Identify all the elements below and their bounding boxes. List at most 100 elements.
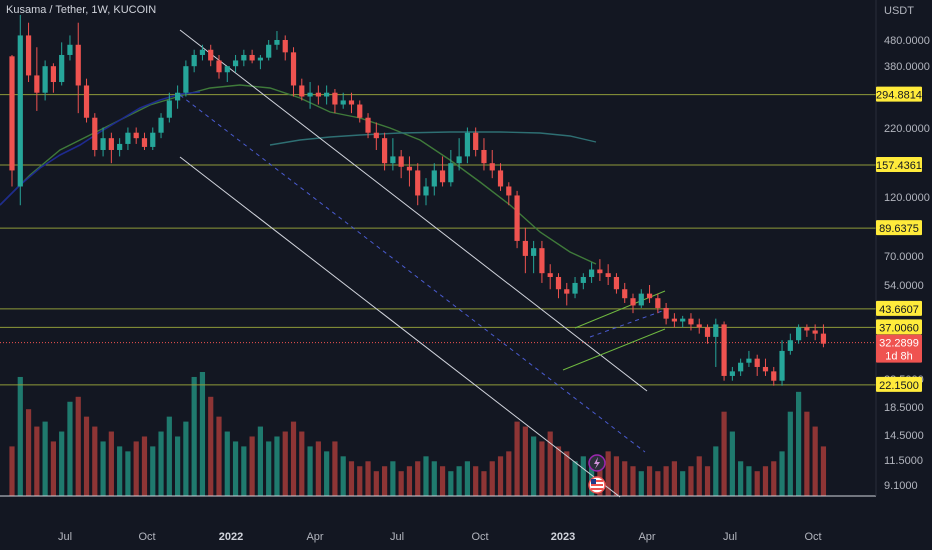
candle-body	[382, 138, 388, 164]
candle-body	[307, 92, 313, 97]
volume-bar	[390, 461, 396, 496]
volume-bar	[721, 411, 727, 496]
volume-bar	[481, 471, 487, 496]
candle-body	[779, 350, 785, 381]
candle-body	[696, 324, 702, 328]
candle-body	[439, 170, 446, 183]
volume-bar	[539, 441, 545, 496]
candle-body	[216, 60, 222, 73]
volume-bar	[324, 451, 330, 496]
candle-body	[713, 324, 719, 337]
volume-bar	[299, 431, 305, 496]
candle-body	[199, 49, 206, 55]
volume-bar	[564, 451, 570, 496]
price-tick-label: 18.5000	[884, 402, 924, 414]
volume-bar	[290, 421, 297, 496]
channel-lower	[179, 156, 621, 498]
candle-body	[141, 138, 148, 147]
candle-body	[820, 333, 827, 344]
candle-body	[787, 340, 793, 351]
volume-bar	[613, 456, 620, 496]
candle-body	[746, 358, 752, 363]
level-price-label: 294.8814	[876, 90, 922, 102]
volume-bar	[804, 411, 810, 496]
volume-bar	[166, 416, 172, 496]
volume-bar	[92, 426, 98, 496]
volume-bar	[655, 471, 661, 496]
candle-body	[423, 186, 429, 196]
candle-body	[158, 117, 164, 133]
time-tick-label: Apr	[638, 531, 655, 543]
volume-bar	[439, 466, 446, 496]
volume-bar	[249, 436, 255, 496]
candle-body	[50, 66, 56, 83]
candle-body	[489, 163, 495, 171]
candle-body	[580, 276, 586, 283]
time-tick-label: Apr	[306, 531, 323, 543]
volume-bar	[448, 471, 454, 496]
candle-body	[564, 289, 570, 294]
candle-body	[646, 293, 653, 299]
volume-bar	[638, 471, 644, 496]
volume-bar	[820, 446, 827, 496]
time-tick-label: 2023	[551, 531, 575, 543]
volume-bar	[59, 431, 65, 496]
candle-body	[232, 60, 239, 67]
level-price-badge	[876, 157, 922, 173]
candle-body	[282, 40, 288, 53]
volume-bar	[431, 461, 437, 496]
candle-body	[208, 49, 214, 61]
candle-body	[456, 156, 462, 164]
ma-teal-line	[269, 131, 597, 146]
candle-body	[812, 330, 818, 334]
volume-bar	[216, 416, 222, 496]
candle-body	[92, 117, 98, 150]
candle-body	[42, 66, 48, 93]
wedge-mid-dashed	[589, 309, 666, 338]
volume-bar	[373, 471, 379, 496]
current-price-badge	[876, 334, 922, 363]
candle-body	[100, 138, 106, 150]
volume-bar	[183, 421, 189, 496]
candle-body	[67, 44, 73, 55]
candle-body	[365, 117, 371, 133]
volume-bar	[787, 411, 793, 496]
price-axis[interactable]: USDT 480.0000 380.0000 220.0000 120.0000 70.0…	[876, 5, 930, 492]
volume-bar	[729, 431, 735, 496]
volume-bar	[572, 461, 578, 496]
candle-body	[572, 282, 578, 294]
price-tick-label: 380.0000	[884, 61, 930, 73]
price-tick-label: 70.0000	[884, 251, 924, 263]
volume-bar	[224, 431, 230, 496]
volume-bar	[307, 446, 313, 496]
time-axis[interactable]: Jul Oct 2022 Apr Jul Oct 2023 Apr Jul Oct	[58, 531, 822, 543]
volume-bar	[779, 451, 785, 496]
flag-stripe	[591, 480, 603, 482]
volume-bar	[646, 466, 653, 496]
volume-bar	[315, 441, 321, 496]
level-price-label: 43.6607	[879, 304, 919, 316]
volume-bar	[365, 461, 371, 496]
price-tick-label: 11.5000	[884, 455, 923, 467]
candle-body	[274, 40, 280, 45]
candle-body	[605, 273, 611, 277]
candle-body	[630, 298, 636, 306]
volume-bars	[9, 372, 827, 496]
candle-body	[663, 307, 669, 319]
time-tick-label: Jul	[390, 531, 404, 543]
channel-upper	[179, 29, 648, 392]
candle-body	[299, 85, 305, 97]
volume-bar	[42, 421, 48, 496]
volume-bar	[762, 466, 769, 496]
candle-body	[332, 92, 338, 105]
time-tick-label: Oct	[471, 531, 488, 543]
volume-bar	[34, 426, 40, 496]
volume-bar	[25, 409, 32, 496]
flag-canton	[591, 479, 596, 484]
wedge-lower	[562, 328, 666, 371]
candle-body	[324, 92, 330, 97]
volume-bar	[514, 421, 520, 496]
volume-bar	[547, 431, 553, 496]
volume-bar	[605, 451, 611, 496]
